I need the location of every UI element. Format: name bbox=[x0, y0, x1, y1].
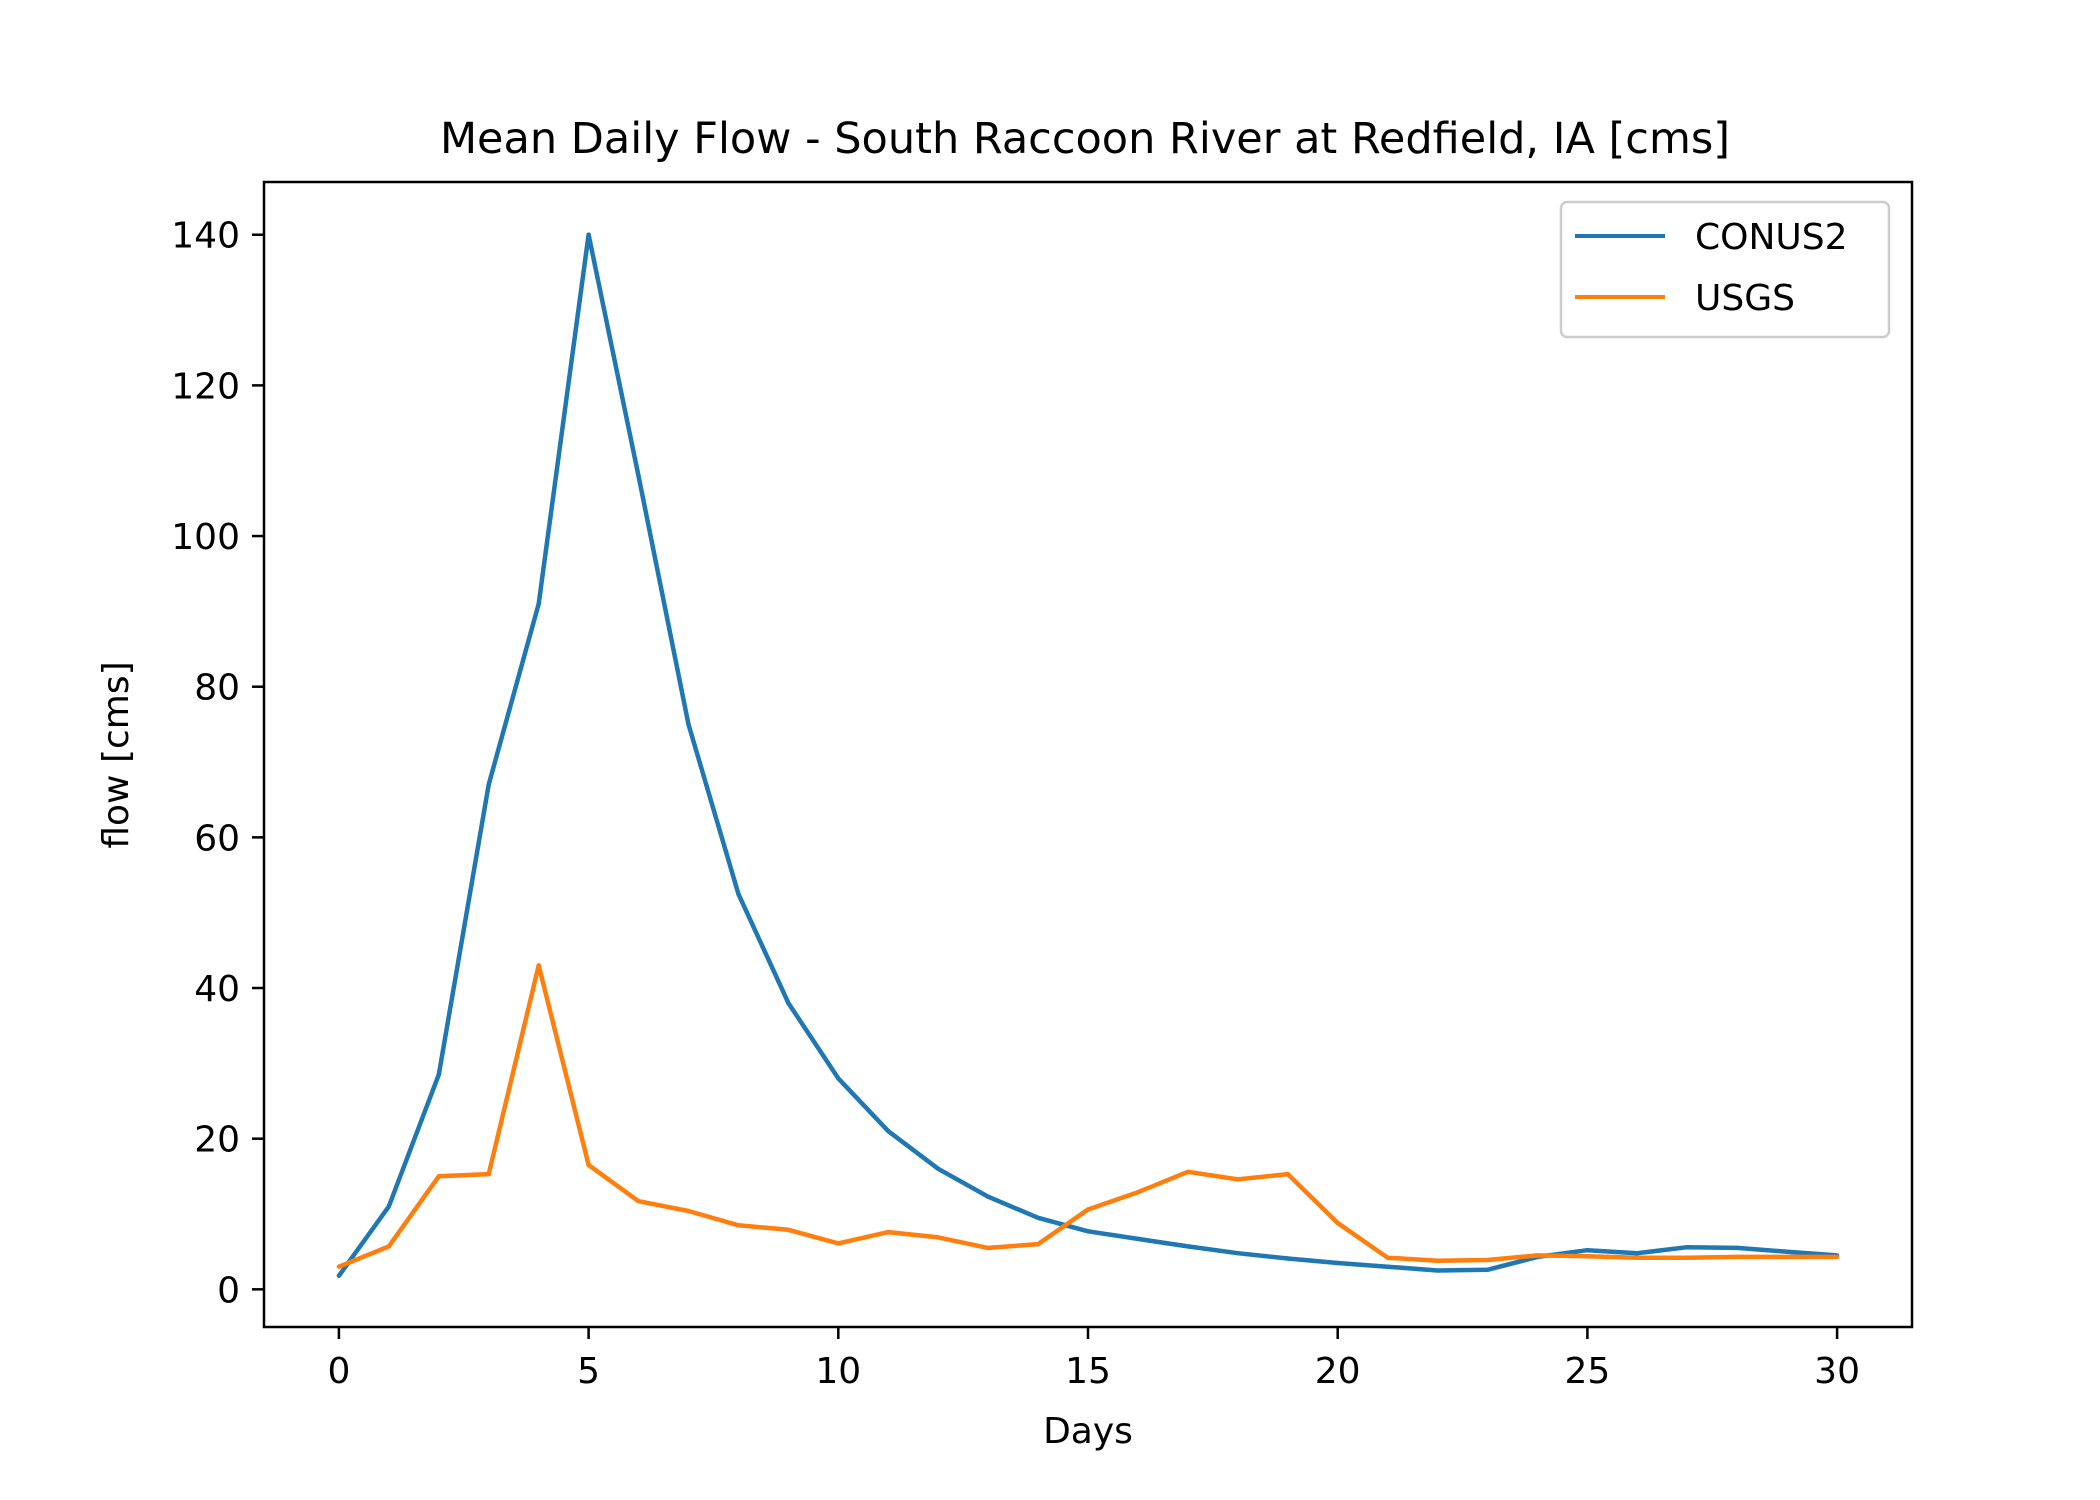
data-point-usgs bbox=[686, 1208, 691, 1214]
x-tick-label: 0 bbox=[327, 1351, 350, 1392]
data-point-usgs bbox=[486, 1171, 491, 1177]
x-tick-label: 20 bbox=[1315, 1351, 1361, 1392]
data-point-usgs bbox=[1735, 1254, 1740, 1260]
data-point-conus2 bbox=[486, 782, 491, 787]
data-point-conus2 bbox=[336, 1273, 342, 1279]
y-tick-label: 120 bbox=[171, 366, 240, 407]
data-point-usgs bbox=[786, 1227, 791, 1233]
y-tick-label: 80 bbox=[194, 668, 240, 709]
data-point-conus2 bbox=[985, 1194, 991, 1199]
data-point-conus2 bbox=[1085, 1229, 1091, 1234]
data-point-usgs bbox=[1035, 1241, 1041, 1247]
y-tick-label: 60 bbox=[194, 818, 240, 859]
data-point-usgs bbox=[1435, 1258, 1440, 1263]
x-axis-title: Days bbox=[1043, 1411, 1133, 1452]
data-point-usgs bbox=[985, 1245, 991, 1251]
y-tick-label: 140 bbox=[171, 216, 240, 257]
data-point-conus2 bbox=[1135, 1236, 1141, 1242]
y-axis-title: flow [cms] bbox=[96, 661, 137, 848]
data-point-conus2 bbox=[836, 1076, 841, 1081]
data-point-conus2 bbox=[1285, 1256, 1291, 1261]
legend-label-conus2: CONUS2 bbox=[1695, 217, 1848, 258]
x-tick-label: 25 bbox=[1564, 1351, 1610, 1392]
data-point-conus2 bbox=[736, 891, 741, 897]
data-point-conus2 bbox=[386, 1204, 391, 1209]
data-point-usgs bbox=[1135, 1190, 1141, 1195]
x-tick-label: 15 bbox=[1065, 1351, 1111, 1392]
x-tick-label: 5 bbox=[577, 1351, 600, 1392]
data-point-usgs bbox=[1635, 1255, 1640, 1260]
data-point-conus2 bbox=[886, 1128, 891, 1134]
data-point-usgs bbox=[736, 1223, 741, 1228]
legend: CONUS2 USGS bbox=[1559, 200, 1891, 339]
data-point-conus2 bbox=[1685, 1245, 1690, 1250]
data-point-conus2 bbox=[636, 473, 641, 478]
data-point-usgs bbox=[1685, 1255, 1690, 1260]
data-point-conus2 bbox=[586, 232, 591, 237]
data-point-usgs bbox=[1285, 1171, 1291, 1177]
data-point-usgs bbox=[836, 1241, 841, 1246]
data-point-conus2 bbox=[436, 1072, 441, 1077]
x-axis: 0 5 10 15 20 25 30 bbox=[327, 1327, 1860, 1392]
y-tick-label: 100 bbox=[171, 517, 240, 558]
data-point-conus2 bbox=[1385, 1264, 1390, 1269]
data-point-usgs bbox=[886, 1229, 891, 1235]
data-point-usgs bbox=[536, 963, 541, 968]
data-point-usgs bbox=[1535, 1253, 1540, 1258]
data-point-conus2 bbox=[1785, 1249, 1790, 1254]
data-point-conus2 bbox=[1585, 1248, 1590, 1253]
x-tick-label: 30 bbox=[1814, 1351, 1860, 1392]
data-point-conus2 bbox=[1635, 1251, 1640, 1256]
data-point-usgs bbox=[1385, 1255, 1390, 1260]
data-point-usgs bbox=[586, 1162, 591, 1168]
data-point-usgs bbox=[1834, 1254, 1840, 1260]
data-point-conus2 bbox=[1335, 1260, 1340, 1266]
plot-area bbox=[336, 232, 1840, 1279]
data-point-conus2 bbox=[936, 1166, 941, 1172]
chart-title: Mean Daily Flow - South Raccoon River at… bbox=[440, 114, 1730, 164]
data-point-usgs bbox=[1335, 1220, 1340, 1226]
data-point-usgs bbox=[386, 1244, 391, 1249]
y-tick-label: 40 bbox=[194, 969, 240, 1010]
y-tick-label: 0 bbox=[217, 1270, 240, 1311]
data-point-conus2 bbox=[786, 1000, 791, 1006]
data-point-usgs bbox=[436, 1174, 441, 1179]
data-point-usgs bbox=[1235, 1177, 1241, 1182]
y-axis: 0 20 40 60 80 100 120 140 bbox=[171, 216, 264, 1311]
data-point-conus2 bbox=[536, 601, 541, 606]
y-tick-label: 20 bbox=[194, 1120, 240, 1161]
data-point-usgs bbox=[1185, 1169, 1191, 1175]
data-point-conus2 bbox=[1435, 1268, 1440, 1273]
data-point-conus2 bbox=[1235, 1251, 1241, 1256]
data-point-conus2 bbox=[1185, 1244, 1191, 1249]
data-point-usgs bbox=[636, 1199, 641, 1204]
data-point-usgs bbox=[1585, 1254, 1590, 1259]
data-point-usgs bbox=[1485, 1257, 1490, 1263]
data-point-usgs bbox=[936, 1235, 941, 1240]
data-point-usgs bbox=[1785, 1254, 1790, 1260]
x-tick-label: 10 bbox=[815, 1351, 861, 1392]
data-point-usgs bbox=[1085, 1207, 1091, 1212]
data-point-conus2 bbox=[1035, 1215, 1041, 1221]
legend-label-usgs: USGS bbox=[1695, 278, 1795, 319]
data-point-usgs bbox=[336, 1264, 342, 1269]
series-layer bbox=[336, 232, 1840, 1279]
data-point-conus2 bbox=[1485, 1267, 1490, 1273]
data-point-conus2 bbox=[1735, 1245, 1740, 1251]
data-point-conus2 bbox=[686, 722, 691, 727]
